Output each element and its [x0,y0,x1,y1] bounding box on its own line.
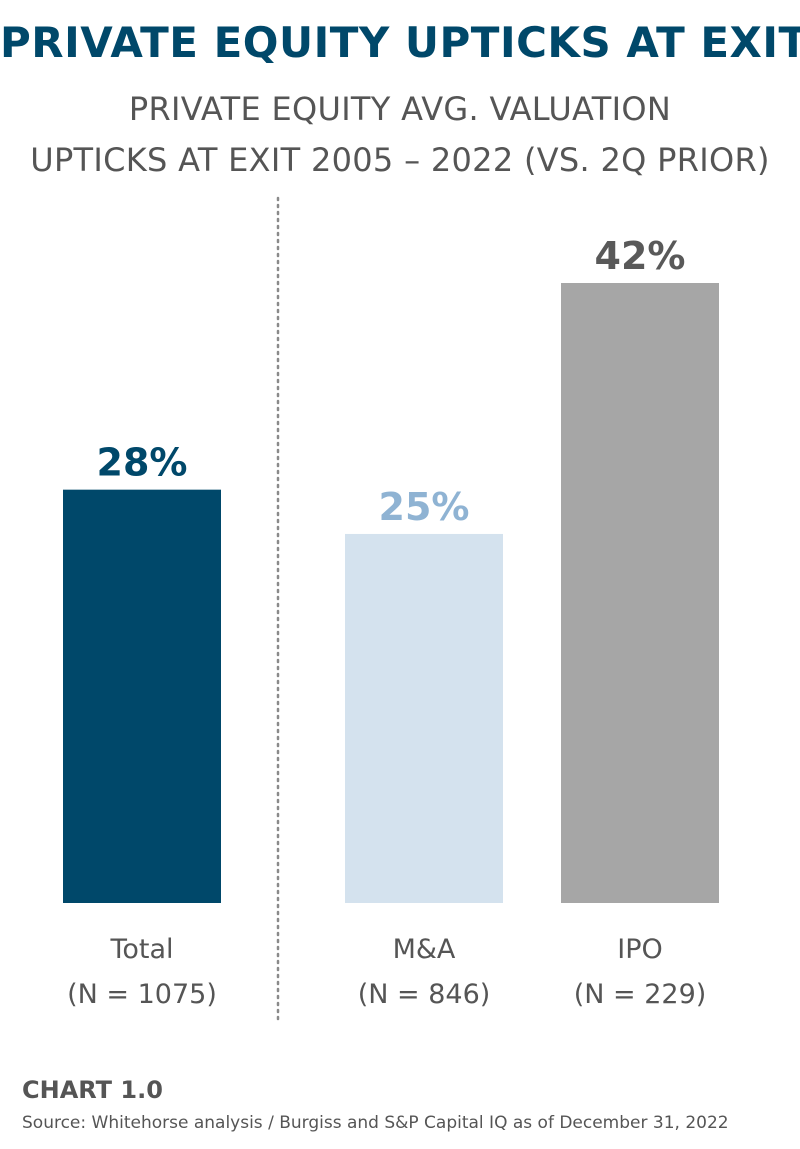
bar-ipo [561,283,719,903]
bar-total [63,489,221,903]
data-label-m-a: 25% [379,485,470,529]
category-sublabel-ipo: (N = 229) [574,979,707,1010]
bar-chart: 28% Total (N = 1075) 25% M&A (N = 846) 42% IPO (… [63,196,719,1022]
category-sublabel-total: (N = 1075) [67,979,217,1010]
category-sublabel-m-a: (N = 846) [358,979,491,1010]
chart-subtitle-line-1: PRIVATE EQUITY AVG. VALUATION [128,90,672,128]
category-label-ipo: IPO [617,934,663,965]
source-note: Source: Whitehorse analysis / Burgiss an… [22,1113,729,1133]
chart-title: PRIVATE EQUITY UPTICKS AT EXIT [0,18,800,67]
bar-m-a [345,533,503,903]
chart-subtitle-line-2: UPTICKS AT EXIT 2005 – 2022 (VS. 2Q PRIO… [30,141,770,179]
category-label-m-a: M&A [393,934,456,965]
data-label-total: 28% [97,441,188,485]
category-label-total: Total [109,934,173,965]
chart-number-label: CHART 1.0 [22,1076,163,1104]
data-label-ipo: 42% [595,234,686,278]
